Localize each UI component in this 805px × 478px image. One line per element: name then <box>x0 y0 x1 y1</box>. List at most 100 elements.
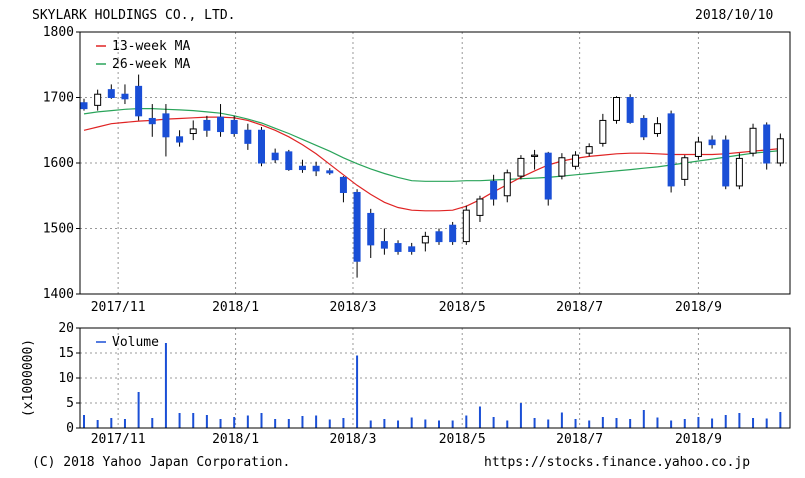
volume-unit-label: (x1000000) <box>21 339 36 417</box>
volume-bar <box>356 355 359 428</box>
volume-bar <box>656 417 659 428</box>
company-name: SKYLARK HOLDINGS CO., LTD. <box>32 8 236 23</box>
volume-ytick-label: 15 <box>58 346 74 361</box>
candle-body <box>148 117 156 125</box>
price-xtick-label: 2017/11 <box>91 300 146 315</box>
volume-bar <box>451 420 454 428</box>
price-ytick-label: 1700 <box>43 91 74 106</box>
candle-body <box>367 212 375 246</box>
volume-bar <box>724 415 727 428</box>
volume-panel <box>83 343 782 428</box>
price-xtick-label: 2018/3 <box>329 300 376 315</box>
volume-xtick-label: 2018/5 <box>439 432 486 447</box>
volume-bar <box>547 419 550 428</box>
candle-body <box>531 154 539 157</box>
candle-body <box>558 157 566 177</box>
volume-bar <box>601 417 604 428</box>
candle-body <box>203 119 211 131</box>
candle-body <box>681 157 689 180</box>
candle-body <box>230 119 238 135</box>
volume-xtick-label: 2018/3 <box>329 432 376 447</box>
volume-bar <box>397 420 400 428</box>
candle-body <box>653 123 661 135</box>
candle-body <box>80 102 88 110</box>
candle-body <box>613 97 620 121</box>
volume-bar <box>478 406 481 428</box>
candle-body <box>271 152 279 161</box>
volume-bar <box>629 419 632 428</box>
volume-bar <box>642 410 645 428</box>
candle-body <box>626 97 634 123</box>
candle-body <box>408 246 416 252</box>
candle-body <box>763 124 771 164</box>
candle-body <box>135 85 143 117</box>
price-xtick-label: 2018/1 <box>212 300 259 315</box>
legend: 13-week MA 26-week MA Volume <box>96 39 190 350</box>
volume-bar <box>588 420 591 428</box>
chart-date: 2018/10/10 <box>695 8 774 23</box>
volume-bar <box>383 419 386 428</box>
volume-ytick-label: 0 <box>66 421 74 436</box>
volume-bar <box>137 392 140 428</box>
volume-bar <box>96 420 99 428</box>
candle-body <box>353 191 361 262</box>
candle-body <box>667 113 675 187</box>
volume-bar <box>492 417 495 428</box>
volume-bar <box>683 419 686 428</box>
candle-body <box>749 127 757 154</box>
grid <box>80 32 790 428</box>
price-xtick-label: 2018/9 <box>675 300 722 315</box>
ma13-legend-label: 13-week MA <box>112 39 190 54</box>
candle-body <box>708 139 716 146</box>
volume-bar <box>287 419 290 428</box>
candle-body <box>722 139 730 187</box>
volume-legend-label: Volume <box>112 335 159 350</box>
candle-body <box>449 224 457 243</box>
price-panel <box>80 74 784 278</box>
volume-bar <box>246 415 249 428</box>
candle-body <box>189 128 197 135</box>
candle-body <box>94 93 102 106</box>
volume-bar <box>83 415 85 428</box>
candle-body <box>176 136 184 143</box>
volume-bar <box>697 417 700 428</box>
volume-bar <box>738 413 741 428</box>
candle-body <box>244 129 252 144</box>
volume-bar <box>260 413 263 428</box>
source-url[interactable]: https://stocks.finance.yahoo.co.jp <box>484 455 751 470</box>
volume-bar <box>752 418 755 428</box>
candle-body <box>476 198 484 216</box>
volume-bar <box>178 413 181 428</box>
ma26-legend-label: 26-week MA <box>112 57 190 72</box>
candle-body <box>599 119 607 144</box>
volume-bar <box>123 419 126 428</box>
volume-bar <box>519 403 522 428</box>
price-ytick-label: 1400 <box>43 287 74 302</box>
volume-bar <box>151 418 154 428</box>
volume-bar <box>274 419 277 428</box>
ma26-line <box>83 108 781 182</box>
axes: 1400 1500 1600 1700 1800 0 5 10 15 20 2017/11 2017/… <box>21 25 791 447</box>
price-ytick-label: 1600 <box>43 156 74 171</box>
candle-body <box>435 231 443 243</box>
candle-body <box>380 241 388 249</box>
volume-bar <box>533 418 536 428</box>
volume-bar <box>574 419 577 428</box>
candle-body <box>585 146 593 154</box>
volume-bar <box>301 416 304 428</box>
candle-body <box>490 180 498 200</box>
volume-bar <box>560 412 563 428</box>
copyright-text: (C) 2018 Yahoo Japan Corporation. <box>32 455 291 470</box>
candle-body <box>394 243 402 252</box>
volume-bar <box>424 419 427 428</box>
volume-bar <box>164 343 167 428</box>
volume-bar <box>506 420 509 428</box>
volume-bar <box>110 418 113 428</box>
candle-body <box>694 141 702 157</box>
volume-bar <box>369 420 372 428</box>
candle-body <box>776 138 784 164</box>
candle-body <box>285 151 293 171</box>
candle-body <box>298 165 306 171</box>
volume-bar <box>328 419 331 428</box>
